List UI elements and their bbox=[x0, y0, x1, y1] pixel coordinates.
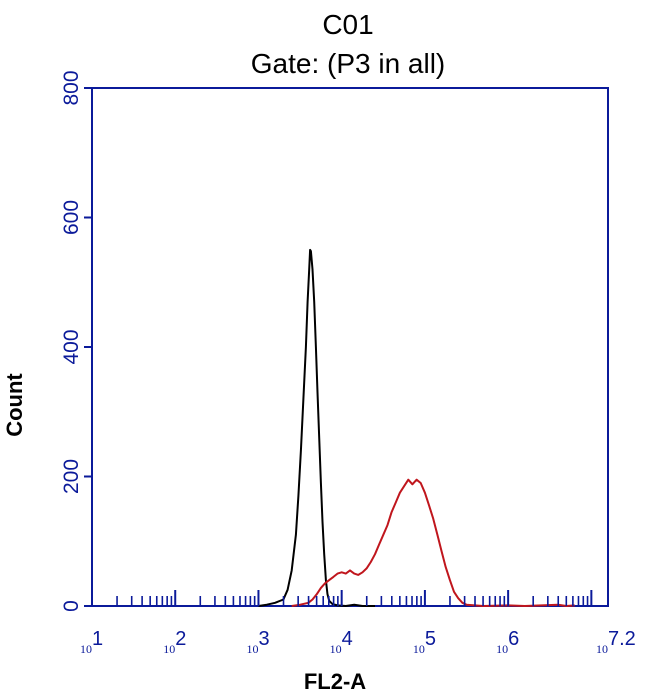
curves-layer bbox=[258, 248, 575, 607]
x-tick-base: 10 bbox=[496, 642, 508, 656]
x-tick-base: 10 bbox=[330, 642, 342, 656]
chart-title: C01 bbox=[322, 9, 373, 40]
x-tick-label: 107.2 bbox=[596, 628, 636, 656]
x-tick-exponent: 7.2 bbox=[608, 628, 636, 650]
x-tick-base: 10 bbox=[163, 642, 175, 656]
series-line-1 bbox=[291, 478, 575, 607]
x-axis: 101 102 103 104 105 106 107.2 bbox=[80, 628, 636, 656]
y-tick-label: 0 bbox=[60, 600, 83, 612]
x-axis-label: FL2-A bbox=[304, 669, 366, 690]
x-tick-exponent: 6 bbox=[508, 628, 519, 650]
x-tick-exponent: 1 bbox=[92, 628, 103, 650]
x-tick-base: 10 bbox=[246, 642, 258, 656]
x-tick-label: 105 bbox=[413, 628, 436, 656]
x-tick-base: 10 bbox=[413, 642, 425, 656]
y-tick-label: 800 bbox=[60, 70, 83, 105]
x-tick-exponent: 5 bbox=[425, 628, 436, 650]
series-line-0 bbox=[258, 248, 375, 607]
x-minor-ticks bbox=[91, 590, 609, 606]
x-tick-label: 106 bbox=[496, 628, 519, 656]
plot-frame bbox=[91, 87, 609, 607]
x-tick-exponent: 2 bbox=[175, 628, 186, 650]
x-tick-label: 102 bbox=[163, 628, 186, 656]
x-tick-base: 10 bbox=[80, 642, 92, 656]
y-axis: 0 200 400 600 800 bbox=[60, 70, 92, 612]
y-axis-label: Count bbox=[2, 373, 27, 437]
x-tick-exponent: 4 bbox=[342, 628, 353, 650]
x-tick-label: 103 bbox=[246, 628, 269, 656]
chart-subtitle: Gate: (P3 in all) bbox=[251, 48, 446, 79]
y-tick-label: 400 bbox=[60, 329, 83, 364]
y-tick-label: 600 bbox=[60, 200, 83, 235]
x-tick-label: 101 bbox=[80, 628, 103, 656]
x-tick-exponent: 3 bbox=[258, 628, 269, 650]
y-tick-label: 200 bbox=[60, 459, 83, 494]
x-tick-base: 10 bbox=[596, 642, 608, 656]
x-tick-label: 104 bbox=[330, 628, 353, 656]
